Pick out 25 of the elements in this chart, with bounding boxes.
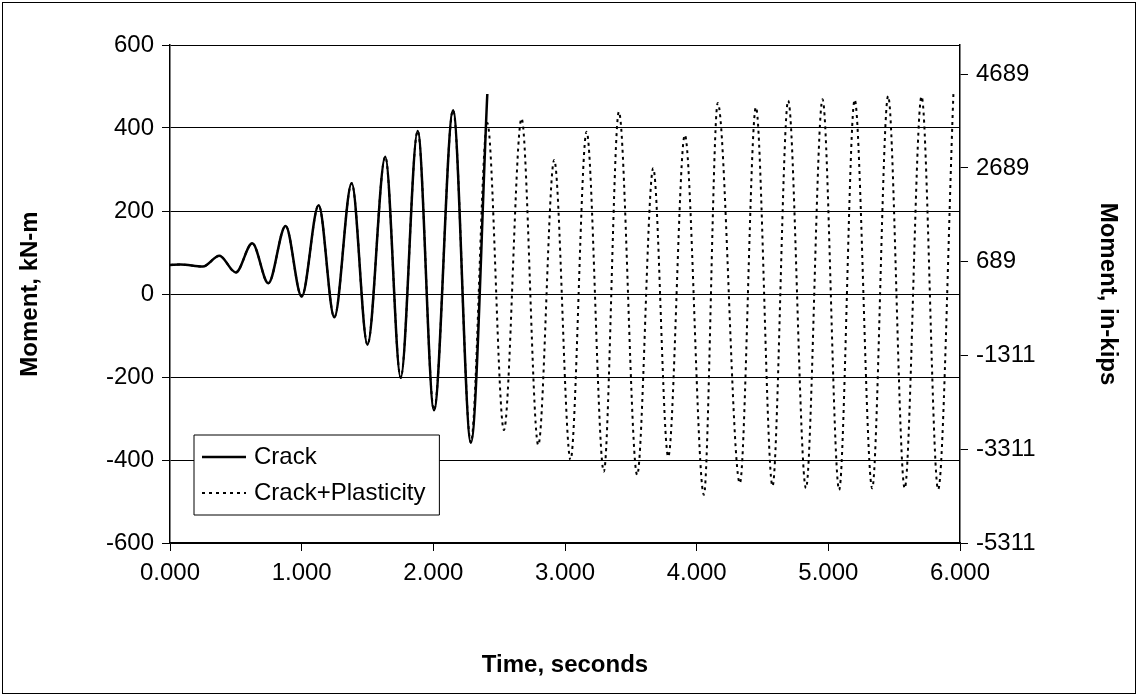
y-tick-label: 200	[113, 195, 154, 223]
x-axis-title: Time, seconds	[481, 650, 649, 678]
legend-label: Crack	[254, 441, 318, 469]
x-tick-label: 4.000	[666, 558, 727, 586]
y2-tick-label: 4689	[976, 58, 1030, 86]
y2-tick-label: -1311	[976, 340, 1036, 368]
y2-tick-label: -5311	[976, 527, 1036, 555]
x-tick-label: 2.000	[403, 558, 464, 586]
legend-label: Crack+Plasticity	[254, 477, 426, 505]
y-tick-label: -200	[105, 361, 154, 389]
x-tick-label: 0.000	[139, 558, 201, 586]
y2-tick-label: 2689	[976, 152, 1030, 180]
y-tick-label: -400	[105, 444, 154, 472]
x-tick-label: 3.000	[534, 558, 596, 586]
y2-tick-label: 689	[976, 246, 1017, 274]
y-tick-label: 400	[113, 112, 154, 140]
y2-tick-label: -3311	[976, 433, 1036, 461]
x-tick-label: 5.000	[798, 558, 859, 586]
x-tick-label: 6.000	[929, 558, 991, 586]
y2-axis-title: Moment, in-kips	[1095, 202, 1123, 386]
y-tick-label: 600	[113, 29, 154, 57]
x-tick-label: 1.000	[271, 558, 332, 586]
y-axis-title: Moment, kN-m	[15, 211, 43, 377]
y-tick-label: 0	[140, 278, 154, 306]
y-tick-label: -600	[105, 527, 154, 555]
